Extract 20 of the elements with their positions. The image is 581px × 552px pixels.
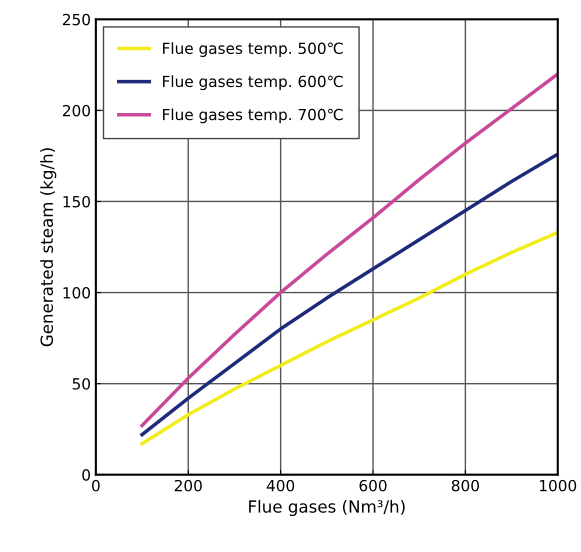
y-tick-label: 250	[62, 14, 90, 26]
legend-label: Flue gases temp. 600℃	[163, 75, 343, 90]
y-axis-title: Generated steam (kg/h)	[40, 148, 56, 346]
y-tick-label: 50	[72, 378, 90, 390]
y-tick-label: 150	[64, 196, 90, 208]
y-tick-label: 200	[62, 104, 90, 116]
line-series	[140, 230, 558, 446]
x-tick-label: 400	[266, 480, 294, 492]
line-series	[140, 152, 558, 436]
y-tick-label: 0	[82, 469, 90, 481]
x-axis-title: Flue gases (Nm³/h)	[249, 500, 405, 516]
line-series	[140, 72, 558, 428]
x-tick-label: 0	[92, 480, 100, 492]
x-tick-label: 600	[359, 480, 387, 492]
x-tick-label: 200	[174, 480, 202, 492]
legend-label: Flue gases temp. 700℃	[163, 108, 343, 124]
y-tick-label: 100	[64, 287, 90, 299]
x-tick-label: 800	[452, 480, 479, 492]
legend-label: Flue gases temp. 500℃	[163, 42, 343, 58]
x-tick-label: 1000	[540, 480, 576, 492]
